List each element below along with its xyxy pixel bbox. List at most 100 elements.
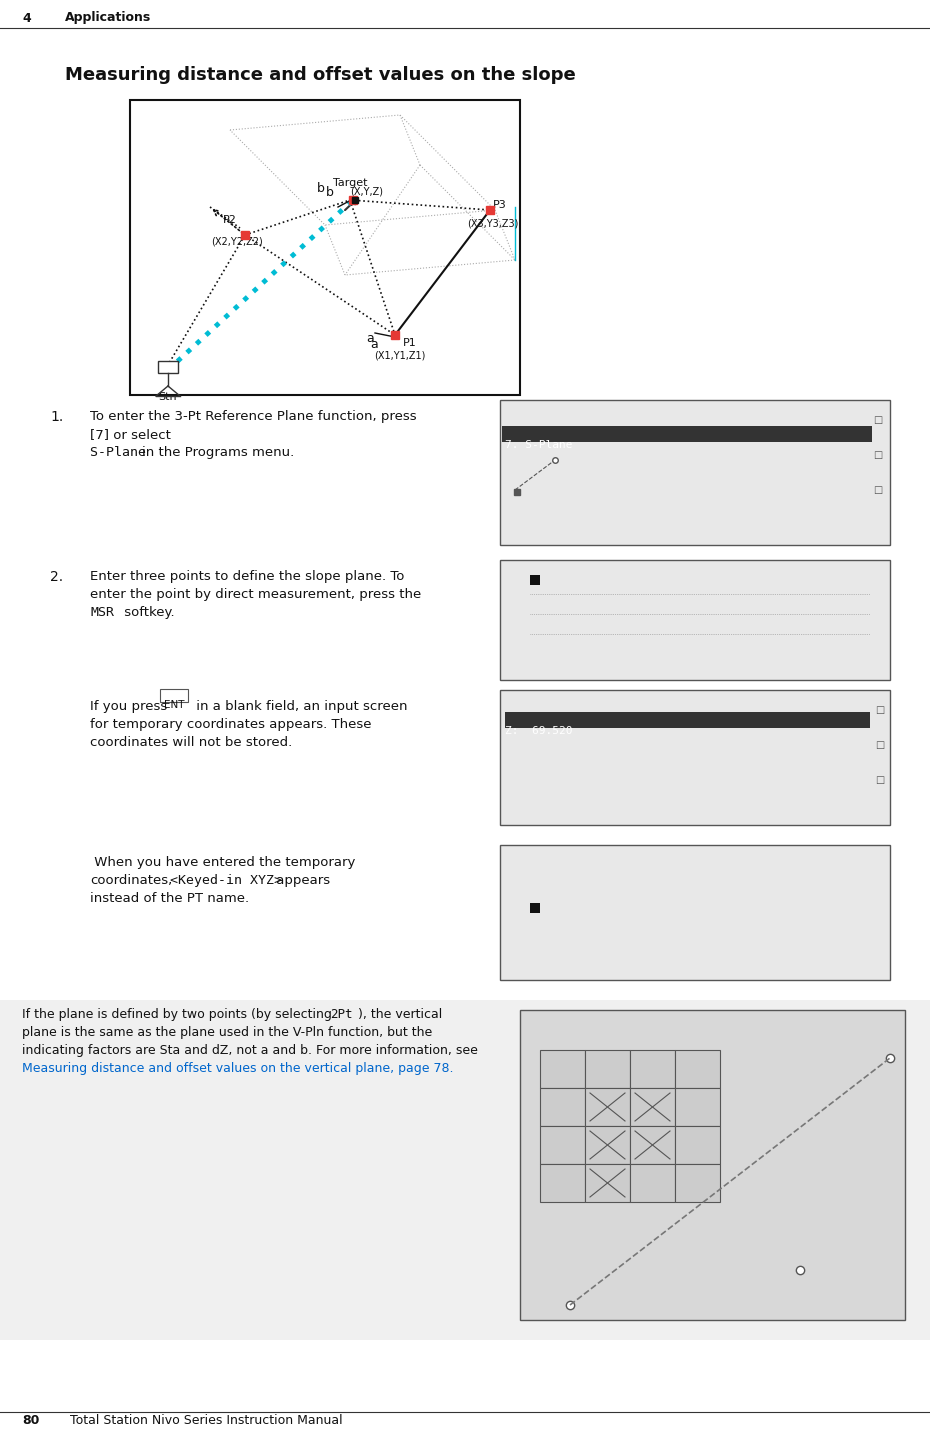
Text: Enter three points to define the slope plane. To: Enter three points to define the slope p… <box>90 570 405 583</box>
Text: 2.: 2. <box>50 570 63 584</box>
Text: Total Station Nivo Series Instruction Manual: Total Station Nivo Series Instruction Ma… <box>70 1413 342 1426</box>
Text: MsrPT: MsrPT <box>505 965 535 975</box>
Text: a: a <box>716 1290 724 1300</box>
Text: b: b <box>326 186 334 199</box>
Bar <box>540 1164 585 1201</box>
Bar <box>502 425 872 442</box>
Text: P1: P1 <box>403 338 417 348</box>
Text: Stn: Stn <box>159 392 178 402</box>
Text: Input Plane P3: Input Plane P3 <box>505 846 600 856</box>
Text: enter the point by direct measurement, press the: enter the point by direct measurement, p… <box>90 589 421 601</box>
Text: P3:: P3: <box>505 621 525 632</box>
Text: 7. S-Plane: 7. S-Plane <box>505 440 573 450</box>
Text: coordinates will not be stored.: coordinates will not be stored. <box>90 736 292 749</box>
Text: Stack: Stack <box>775 664 804 674</box>
Text: MsrPT: MsrPT <box>505 664 535 674</box>
Text: indicating factors are Sta and dZ, not a and b. For more information, see: indicating factors are Sta and dZ, not a… <box>22 1044 478 1057</box>
Bar <box>585 1088 630 1126</box>
Bar <box>630 1164 675 1201</box>
Text: for temporary coordinates appears. These: for temporary coordinates appears. These <box>90 717 371 730</box>
Bar <box>630 1088 675 1126</box>
Text: plane is the same as the plane used in the V-Pln function, but the: plane is the same as the plane used in t… <box>22 1025 432 1040</box>
Text: softkey.: softkey. <box>120 606 175 619</box>
Text: P3:: P3: <box>505 911 525 921</box>
Bar <box>585 1164 630 1201</box>
Text: 6. V-Plane: 6. V-Plane <box>505 422 573 432</box>
Bar <box>500 400 890 546</box>
Bar <box>675 1164 720 1201</box>
Text: a: a <box>366 331 374 345</box>
Bar <box>530 576 540 586</box>
Text: (Temp P3): (Temp P3) <box>844 1040 895 1050</box>
Text: Measuring distance and offset values on the slope: Measuring distance and offset values on … <box>65 66 576 84</box>
Bar <box>0 1000 930 1340</box>
Text: (X3,Y3,Z3): (X3,Y3,Z3) <box>467 218 519 228</box>
Text: P2: P2 <box>557 460 568 468</box>
Text: b: b <box>317 182 325 195</box>
Text: Stack: Stack <box>769 965 798 975</box>
Text: in the Programs menu.: in the Programs menu. <box>142 445 294 460</box>
Bar <box>675 1050 720 1088</box>
Bar <box>630 1126 675 1164</box>
Bar <box>630 1050 675 1088</box>
Bar <box>130 100 520 395</box>
Bar <box>675 1088 720 1126</box>
Text: To enter the 3-Pt Reference Plane function, press: To enter the 3-Pt Reference Plane functi… <box>90 410 417 422</box>
Text: P1:: P1: <box>505 581 525 591</box>
Text: [7] or select: [7] or select <box>90 428 171 441</box>
Text: 2Pt: 2Pt <box>330 1008 352 1021</box>
Text: P2: P2 <box>793 1244 807 1254</box>
Text: □: □ <box>873 450 883 460</box>
Text: N:     200.308: N: 200.308 <box>505 692 600 702</box>
Text: coordinates,: coordinates, <box>90 874 172 886</box>
Bar <box>500 560 890 680</box>
Text: □: □ <box>875 775 884 785</box>
Bar <box>520 1010 905 1320</box>
Text: a: a <box>370 338 378 351</box>
Bar <box>585 1050 630 1088</box>
Text: <Keyed-in XYZ>: <Keyed-in XYZ> <box>170 874 282 886</box>
Text: b: b <box>617 1204 623 1214</box>
Text: 80: 80 <box>22 1413 39 1426</box>
Text: □: □ <box>873 415 883 425</box>
Text: P3: P3 <box>493 200 507 211</box>
Text: If you press: If you press <box>90 700 171 713</box>
Text: If the plane is defined by two points (by selecting: If the plane is defined by two points (b… <box>22 1008 336 1021</box>
Bar <box>540 1088 585 1126</box>
Text: P1: P1 <box>513 495 525 505</box>
Text: List: List <box>685 664 709 674</box>
Text: ENT: ENT <box>164 700 184 710</box>
Text: be recorded: be recorded <box>505 768 592 778</box>
Text: MSR: MSR <box>90 606 114 619</box>
Text: □: □ <box>875 740 884 750</box>
Text: □: □ <box>873 485 883 495</box>
Bar <box>158 361 178 372</box>
Text: Target: Target <box>333 178 367 188</box>
Text: instead of the PT name.: instead of the PT name. <box>90 892 249 905</box>
Bar <box>540 1050 585 1088</box>
Bar <box>505 712 870 727</box>
Text: P1: P1 <box>564 1285 577 1295</box>
Text: Measuring distance and offset values on the vertical plane, page 78.: Measuring distance and offset values on … <box>22 1063 454 1075</box>
Text: □: □ <box>875 705 884 715</box>
Bar <box>530 904 540 914</box>
Text: 2Pt: 2Pt <box>593 965 611 975</box>
Text: (X2,Y2,Z2): (X2,Y2,Z2) <box>211 238 263 246</box>
Text: appears: appears <box>272 874 330 886</box>
Bar <box>500 690 890 825</box>
Text: 4: 4 <box>22 11 31 24</box>
Text: Applications: Applications <box>65 11 152 24</box>
Text: (X1,Y1,Z1): (X1,Y1,Z1) <box>374 349 426 359</box>
Text: E:    -100.552: E: -100.552 <box>505 710 600 720</box>
Bar <box>160 689 188 702</box>
Text: Z:  69.520: Z: 69.520 <box>505 726 573 736</box>
Bar <box>675 1126 720 1164</box>
Text: (X,Y,Z): (X,Y,Z) <box>350 186 383 196</box>
Bar <box>585 1126 630 1164</box>
Text: Input Plane P1: Input Plane P1 <box>505 561 600 571</box>
Text: ), the vertical: ), the vertical <box>354 1008 443 1021</box>
Text: List: List <box>681 965 705 975</box>
Text: P2: P2 <box>223 215 237 225</box>
Text: * This PT will not: * This PT will not <box>505 752 627 762</box>
Text: P2:<Keyed-in XYZ>: P2:<Keyed-in XYZ> <box>505 889 619 899</box>
